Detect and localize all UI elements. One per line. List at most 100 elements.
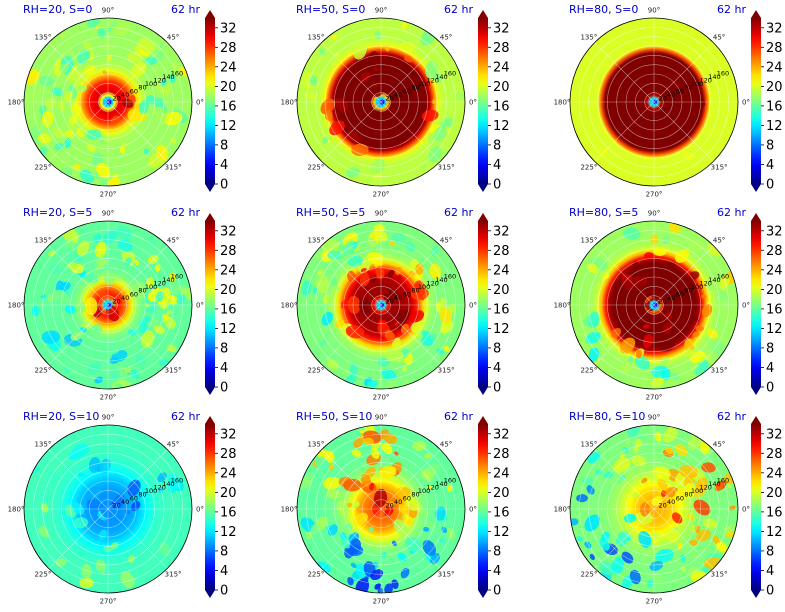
field-cell	[712, 535, 720, 545]
radial-tick-label: 60	[676, 290, 684, 298]
angular-gridline	[48, 42, 109, 103]
angular-gridline	[107, 42, 168, 103]
field-cell	[157, 472, 167, 482]
panel-title: RH=80, S=0	[569, 3, 638, 16]
colorbar-tick-label: 12	[493, 322, 510, 337]
colorbar-tick-label: 8	[220, 544, 228, 559]
panel-title: RH=20, S=0	[23, 3, 92, 16]
field-cell	[121, 98, 134, 108]
field-cell	[358, 83, 366, 92]
field-cell	[448, 303, 457, 313]
field-cell	[687, 513, 695, 521]
colorbar-extend-min	[205, 387, 215, 395]
field-cell	[31, 305, 40, 317]
field-cell	[120, 571, 135, 589]
colorbar-tick-label: 0	[220, 381, 228, 396]
radial-tick-label: 40	[394, 294, 402, 302]
angle-tick-label: 45°	[713, 236, 725, 244]
field-cell	[616, 531, 629, 547]
field-cell	[454, 92, 465, 101]
colorbar-tick-label: 8	[493, 341, 501, 356]
angle-tick-label: 0°	[196, 99, 204, 107]
angle-tick-label: 45°	[167, 33, 179, 41]
field-cell	[653, 573, 662, 584]
colorbar-tick-label: 24	[766, 263, 783, 278]
angle-tick-label: 135°	[580, 33, 597, 41]
field-cell	[409, 310, 425, 323]
field-cell	[398, 504, 410, 515]
field-cell	[672, 526, 678, 531]
angle-tick-label: 45°	[167, 236, 179, 244]
angle-tick-label: 270°	[100, 598, 117, 606]
field-cell	[693, 499, 711, 516]
colorbar-tick-label: 32	[493, 224, 510, 239]
angular-gridline	[107, 245, 168, 306]
field-cell	[370, 569, 384, 581]
radial-tick-label: 160	[717, 476, 729, 484]
angular-gridline	[321, 101, 382, 162]
angle-tick-label: 180°	[281, 506, 298, 514]
field-cell	[94, 376, 104, 384]
radial-tick-label: 100	[418, 80, 430, 88]
field-cell	[375, 266, 385, 280]
colorbar-tick-label: 12	[766, 322, 783, 337]
angle-tick-label: 225°	[34, 164, 51, 172]
panel-time-label: 62 hr	[717, 3, 746, 16]
field-cell	[58, 281, 71, 292]
angular-gridline	[48, 101, 109, 162]
colorbar-tick-label: 12	[766, 525, 783, 540]
field-cell	[586, 485, 595, 495]
colorbar-ramp	[205, 18, 215, 184]
field-cell	[128, 554, 135, 564]
field-cell	[79, 577, 94, 589]
colorbar-ramp	[478, 424, 488, 590]
field-cell	[413, 280, 426, 297]
radial-tick-label: 140	[708, 276, 720, 284]
field-cell	[402, 366, 407, 372]
polar-panel: 90°45°0°315°270°225°180°135°20 40 60 801001…	[554, 206, 750, 402]
field-cell	[351, 143, 369, 156]
field-cell	[611, 557, 625, 575]
field-cell	[439, 538, 446, 543]
field-cell	[725, 531, 735, 538]
field-cell	[86, 144, 95, 152]
field-cell	[686, 239, 705, 253]
field-cell	[701, 566, 710, 574]
radial-tick-label: 20	[112, 94, 120, 102]
colorbar-tick-label: 4	[220, 158, 228, 173]
colorbar-tick-label: 32	[220, 21, 237, 36]
angle-tick-label: 90°	[375, 7, 387, 15]
field-cell	[128, 328, 137, 336]
field-cell	[138, 100, 150, 114]
colorbar-tick-label: 8	[220, 341, 228, 356]
angle-tick-label: 0°	[196, 506, 204, 514]
field-cell	[39, 75, 54, 87]
field-cell	[584, 514, 601, 532]
field-cell	[616, 479, 622, 484]
polar-border	[23, 220, 193, 390]
angular-gridline	[48, 508, 109, 569]
radial-tick-label: 40	[667, 498, 675, 506]
field-cell	[66, 124, 76, 131]
radial-tick-label: 20	[658, 501, 666, 509]
field-cell	[350, 562, 357, 569]
colorbar-tick-label: 12	[493, 525, 510, 540]
field-cell	[692, 331, 700, 338]
field-cell	[411, 320, 423, 333]
colorbar-tick-label: 16	[766, 505, 783, 520]
field-cell	[675, 444, 688, 457]
field-cell	[674, 487, 690, 501]
radial-tick-label: 100	[145, 283, 157, 291]
field-cell	[393, 519, 408, 535]
colorbar-tick-label: 0	[220, 178, 228, 193]
field-cell	[167, 473, 181, 490]
colorbar-tick-label: 4	[766, 361, 774, 376]
angle-tick-label: 135°	[307, 33, 324, 41]
field-cell	[401, 22, 408, 30]
field-cell	[82, 228, 89, 237]
field-cell	[421, 508, 429, 517]
field-cell	[638, 281, 644, 289]
angle-tick-label: 135°	[307, 440, 324, 448]
colorbar: 0 4 8 12 16 20 24 28 32	[751, 10, 783, 193]
radial-tick-label: 20	[385, 297, 393, 305]
